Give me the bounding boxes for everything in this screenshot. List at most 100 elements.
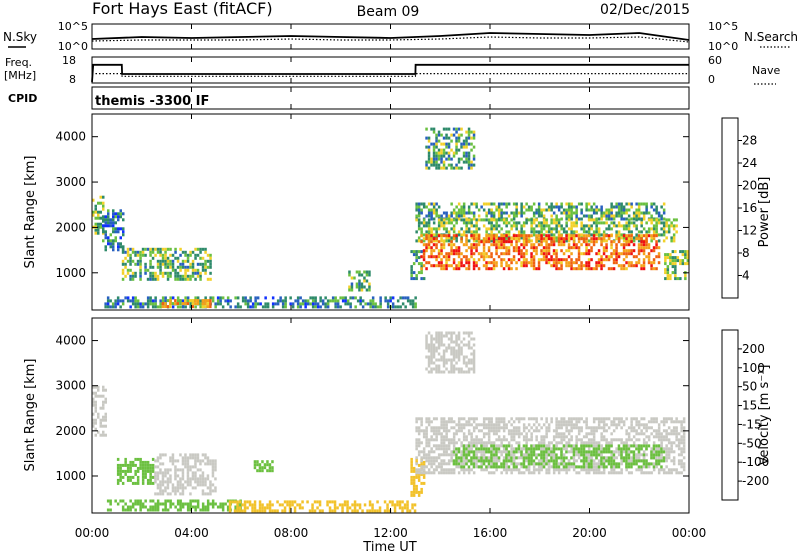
power-cell [448,218,451,221]
power-cell [212,299,215,302]
velocity-cell [490,441,493,444]
power-cell [470,167,473,170]
power-cell [107,215,110,218]
velocity-cell [513,438,516,441]
power-cell [244,302,247,305]
velocity-cell [251,503,254,506]
velocity-cell [653,435,656,438]
velocity-cell [568,420,571,423]
velocity-cell [608,444,611,447]
velocity-cell [152,476,155,479]
power-cell [455,249,458,252]
velocity-cell [558,423,561,426]
power-cell [127,269,130,272]
power-cell [147,248,150,251]
power-cell [503,240,506,243]
power-cell [463,203,466,206]
velocity-cell [192,471,195,474]
velocity-cell [585,444,588,447]
power-cell [415,239,418,242]
velocity-cell [356,509,359,512]
velocity-y-tick-label: 1000 [55,469,86,483]
power-cell [615,258,618,261]
velocity-cell [157,483,160,486]
velocity-cell [515,417,518,420]
power-cell [498,224,501,227]
power-cell [157,275,160,278]
velocity-cell [410,476,413,479]
power-cell [663,221,666,224]
velocity-cell [202,474,205,477]
velocity-cell [578,450,581,453]
power-cell [361,274,364,277]
power-cell [565,264,568,267]
power-cell [603,234,606,237]
power-cell [430,209,433,212]
power-cell [518,221,521,224]
velocity-cell [157,471,160,474]
velocity-cell [570,420,573,423]
velocity-cell [473,450,476,453]
velocity-cell [488,417,491,420]
velocity-cell [485,465,488,468]
power-cell [445,267,448,270]
velocity-cell [680,465,683,468]
velocity-cell [102,401,105,404]
velocity-cell [488,450,491,453]
velocity-cell [663,468,666,471]
velocity-cell [595,468,598,471]
power-cell [117,215,120,218]
velocity-cell [540,444,543,447]
power-cell [102,230,105,233]
power-cell [538,221,541,224]
power-cell [643,240,646,243]
velocity-cell [425,456,428,459]
power-cell [500,209,503,212]
power-cell [366,271,369,274]
power-cell [164,251,167,254]
velocity-y-axis-label: Slant Range [km] [23,359,38,472]
power-cell [620,224,623,227]
power-cell [553,243,556,246]
power-cell [139,302,142,305]
velocity-cell [468,332,471,335]
power-cell [152,248,155,251]
power-cell [550,237,553,240]
velocity-cell [134,473,137,476]
power-cell [670,239,673,242]
power-cell [97,229,100,232]
power-cell [674,274,677,277]
velocity-cell [573,456,576,459]
power-cell [197,272,200,275]
velocity-cell [177,489,180,492]
power-cell [503,252,506,255]
velocity-cell [613,423,616,426]
velocity-cell [410,464,413,467]
velocity-cell [493,456,496,459]
velocity-cell [680,438,683,441]
power-cell [669,277,672,280]
velocity-cell [401,509,404,512]
velocity-cell [480,429,483,432]
velocity-cell [590,441,593,444]
power-cell [197,248,200,251]
power-cell [610,252,613,255]
power-cell [162,257,165,260]
velocity-cell [142,461,145,464]
velocity-cell [410,470,413,473]
power-cell [668,218,671,221]
velocity-cell [633,444,636,447]
power-cell [490,215,493,218]
power-cell [620,233,623,236]
power-cell [460,167,463,170]
velocity-cell [518,435,521,438]
power-cell [525,249,528,252]
power-cell [428,155,431,158]
power-cell [478,209,481,212]
velocity-cell [423,482,426,485]
power-cell [389,299,392,302]
velocity-cell [179,503,182,506]
velocity-cell [209,486,212,489]
velocity-cell [169,503,172,506]
velocity-cell [204,483,207,486]
